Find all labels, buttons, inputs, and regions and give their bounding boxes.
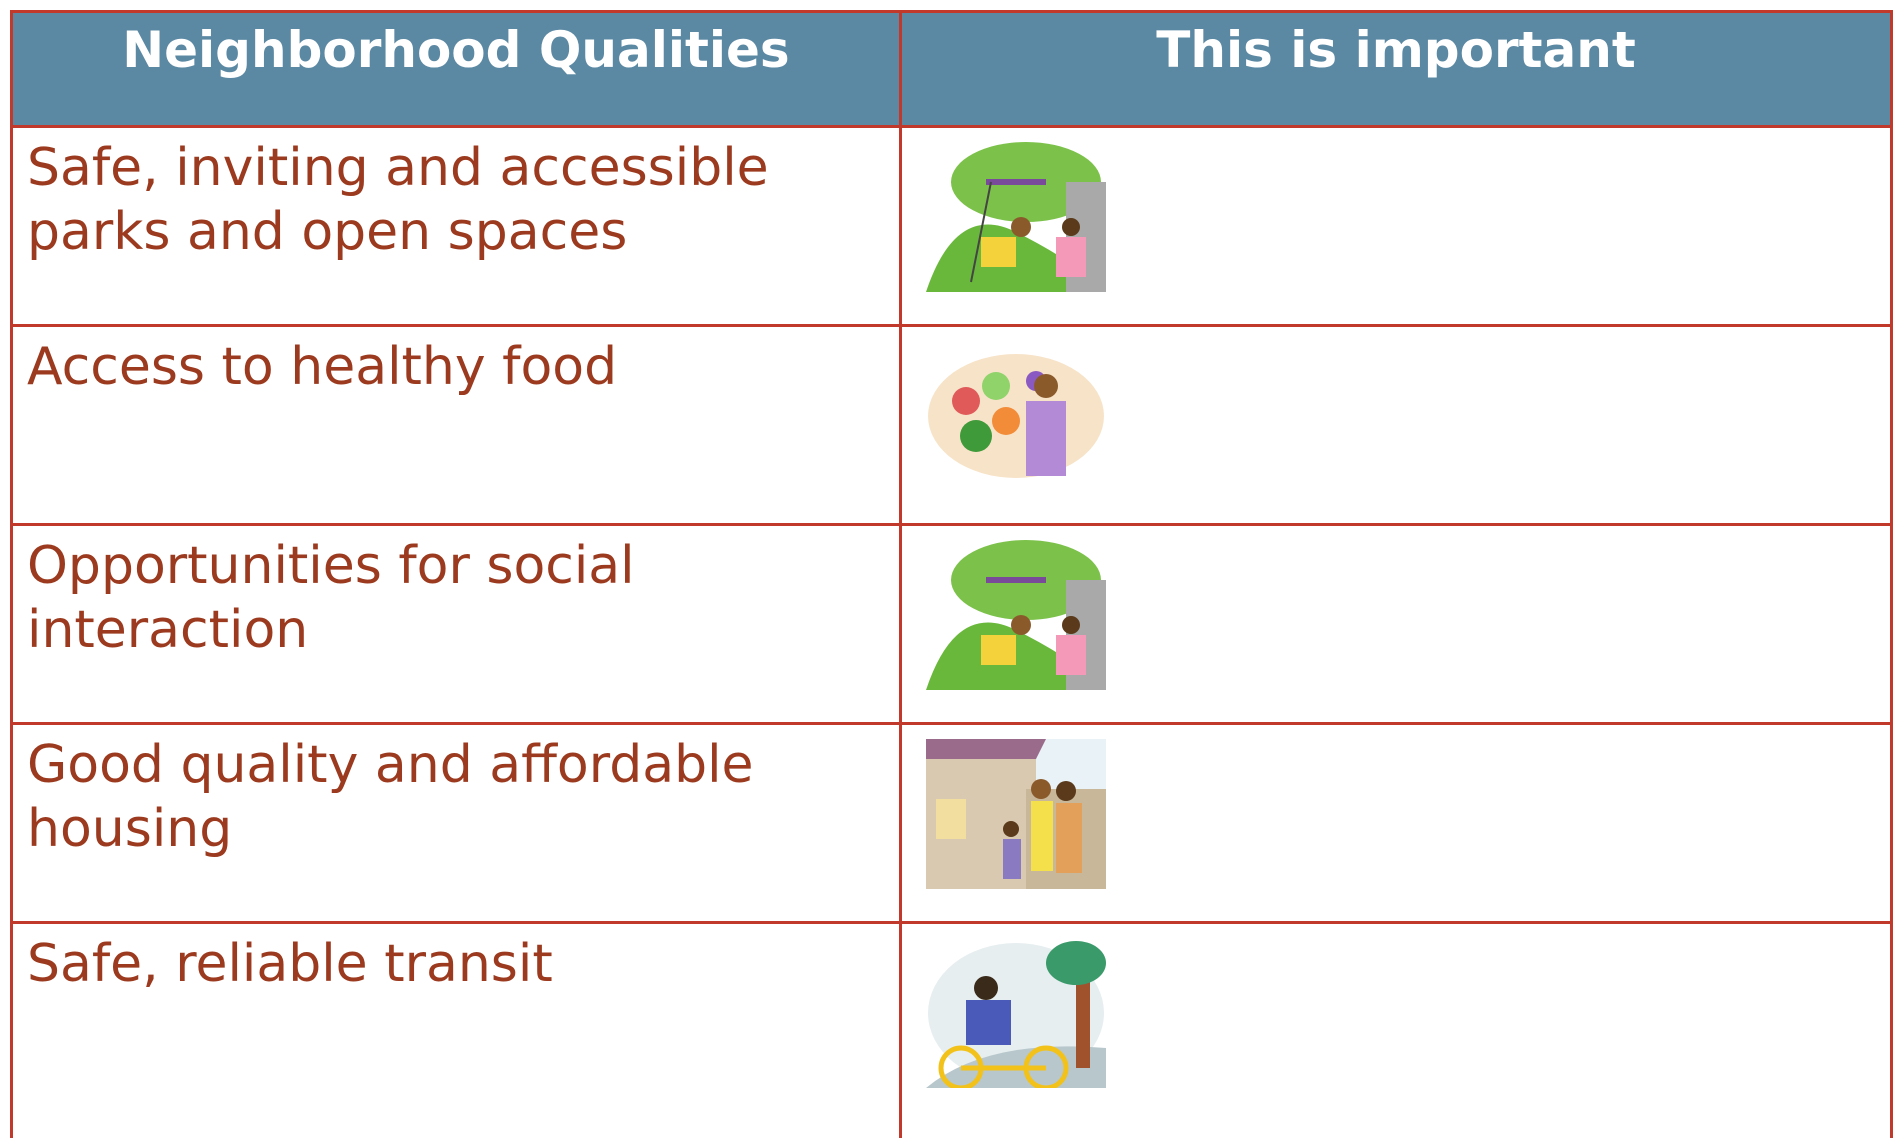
icon-cell [901, 724, 1892, 923]
quality-cell: Access to healthy food [12, 326, 901, 525]
food-icon [926, 341, 1106, 491]
transit-icon [926, 938, 1106, 1088]
page: Neighborhood Qualities This is important… [0, 0, 1896, 1056]
quality-cell: Good quality and affordable housing [12, 724, 901, 923]
quality-cell: Opportunities for social interaction [12, 525, 901, 724]
header-cell: This is important [901, 12, 1892, 127]
icon-cell [901, 525, 1892, 724]
quality-cell: Safe, inviting and accessible parks and … [12, 127, 901, 326]
icon-cell [901, 326, 1892, 525]
qualities-table: Neighborhood Qualities This is important… [10, 10, 1893, 1138]
quality-cell: Safe, reliable transit [12, 923, 901, 1138]
social-icon [926, 540, 1106, 690]
icon-cell [901, 127, 1892, 326]
icon-cell [901, 923, 1892, 1138]
park-icon [926, 142, 1106, 292]
header-cell: Neighborhood Qualities [12, 12, 901, 127]
housing-icon [926, 739, 1106, 889]
